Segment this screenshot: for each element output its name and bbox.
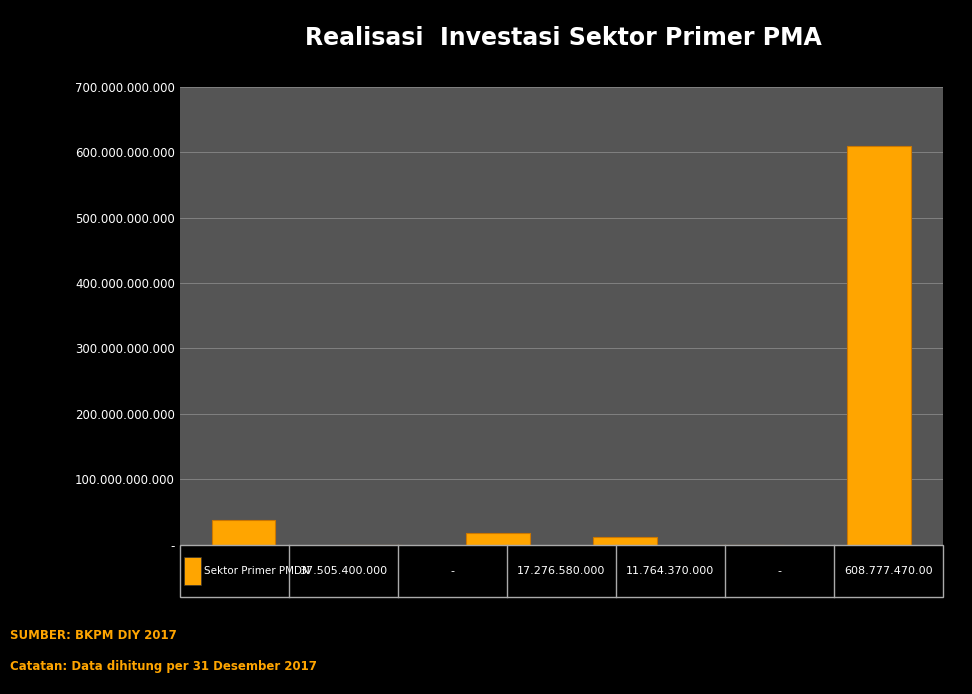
Text: Realisasi  Investasi Sektor Primer PMA: Realisasi Investasi Sektor Primer PMA: [305, 26, 822, 50]
Bar: [593, 537, 657, 545]
Text: 37.505.400.000: 37.505.400.000: [299, 566, 388, 576]
Text: Catatan: Data dihitung per 31 Desember 2017: Catatan: Data dihitung per 31 Desember 2…: [10, 660, 317, 672]
Bar: [848, 146, 911, 545]
Text: 11.764.370.000: 11.764.370.000: [626, 566, 714, 576]
Text: -: -: [450, 566, 454, 576]
Text: 608.777.470.00: 608.777.470.00: [844, 566, 933, 576]
Text: SUMBER: BKPM DIY 2017: SUMBER: BKPM DIY 2017: [10, 629, 177, 641]
Bar: [212, 520, 275, 545]
Text: Sektor Primer PMDN: Sektor Primer PMDN: [204, 566, 309, 576]
Text: 17.276.580.000: 17.276.580.000: [517, 566, 606, 576]
Bar: [466, 534, 530, 545]
Text: -: -: [778, 566, 781, 576]
